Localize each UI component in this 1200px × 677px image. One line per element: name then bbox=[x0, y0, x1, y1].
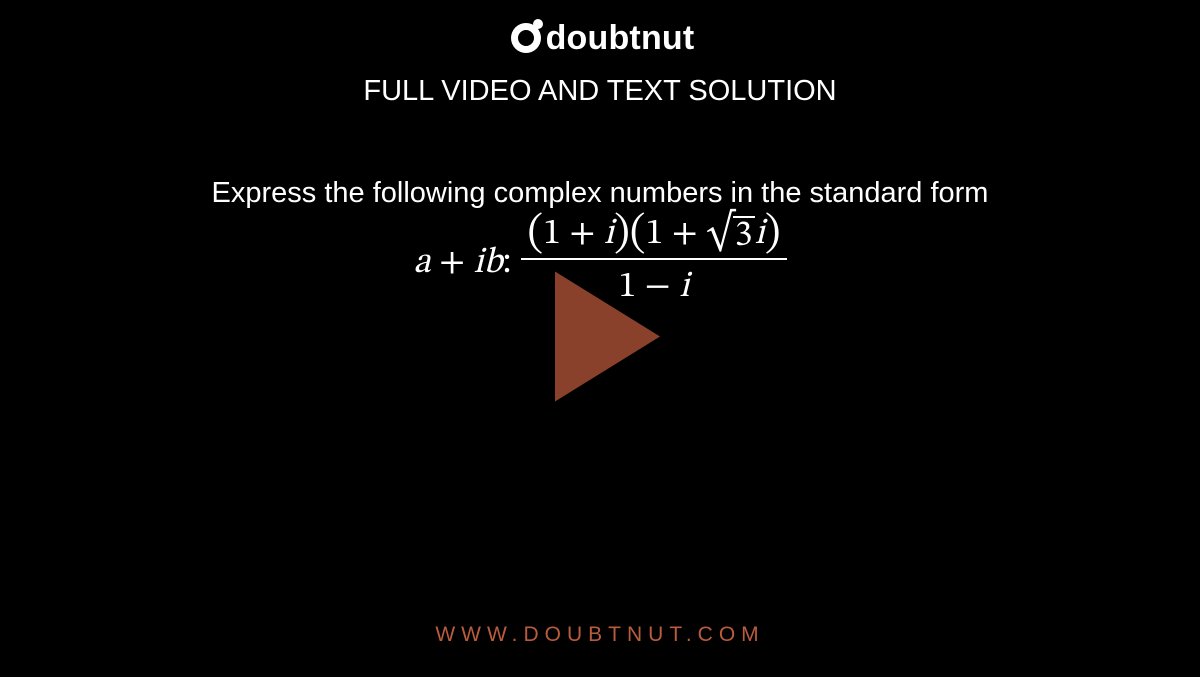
num-one2: 1 + bbox=[646, 216, 707, 252]
lparen-2: ( bbox=[630, 212, 646, 256]
question-text: Express the following complex numbers in… bbox=[0, 177, 1200, 210]
formula-a: a bbox=[413, 245, 430, 281]
num-one1: 1 + bbox=[543, 216, 604, 252]
sqrt: √3 bbox=[706, 216, 754, 254]
play-icon bbox=[520, 256, 680, 416]
rparen-2: ) bbox=[765, 212, 781, 256]
footer-url: WWW.DOUBTNUT.COM bbox=[0, 623, 1200, 647]
play-button[interactable] bbox=[520, 256, 680, 421]
rparen-1: ) bbox=[614, 212, 630, 256]
video-card: doubtnut FULL VIDEO AND TEXT SOLUTION Ex… bbox=[0, 0, 1200, 677]
formula-colon: : bbox=[503, 245, 512, 281]
logo-text: doubtnut bbox=[546, 19, 695, 58]
num-i1: i bbox=[604, 216, 614, 252]
lparen-1: ( bbox=[527, 212, 543, 256]
subtitle: FULL VIDEO AND TEXT SOLUTION bbox=[0, 75, 1200, 108]
brand-logo: doubtnut bbox=[0, 18, 1200, 58]
formula-ib: ib bbox=[474, 245, 503, 281]
formula-numerator: (1 + i)(1 + √3i) bbox=[521, 216, 786, 260]
formula-plus1: + bbox=[431, 245, 474, 281]
sqrt-body: 3 bbox=[733, 216, 755, 254]
sqrt-symbol: √ bbox=[706, 215, 735, 251]
den-i: i bbox=[679, 269, 689, 305]
logo-icon bbox=[506, 18, 546, 58]
num-i2: i bbox=[755, 216, 765, 252]
